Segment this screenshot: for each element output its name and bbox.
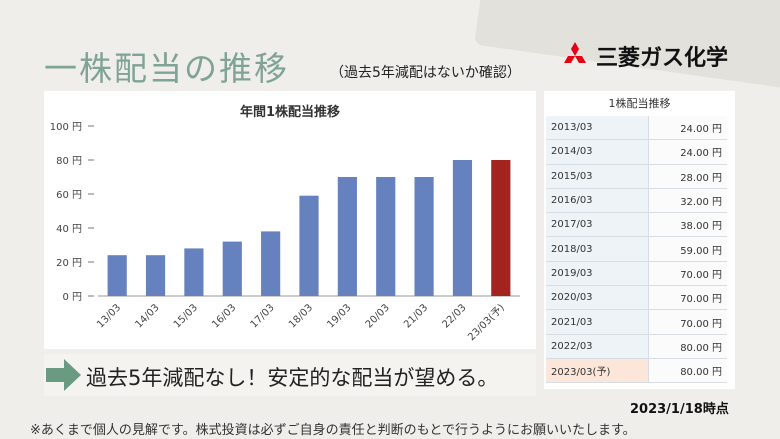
bar-9: [452, 160, 473, 296]
table-cell-value: 80.00 円: [648, 358, 727, 384]
x-tick-label: 21/03: [402, 302, 430, 330]
x-tick-label: 22/03: [440, 302, 468, 330]
right-arrow-icon: [46, 359, 81, 391]
x-tick-label: 19/03: [325, 302, 353, 330]
bar-2: [184, 248, 204, 296]
conclusion-message: 過去5年減配なし！安定的な配当が望める。: [86, 366, 499, 390]
table-cell-value: 70.00 円: [648, 285, 727, 311]
dividend-bar-chart: 年間1株配当推移 0 円 20 円 40 円 60 円 80 円 100 円 13/03 1…: [44, 91, 536, 349]
chart-title: 年間1株配当推移: [240, 104, 340, 120]
table-cell-value: 80.00 円: [648, 334, 727, 359]
y-tick-label: 80 円: [56, 156, 82, 167]
table-row: 2023/03(予) 80.00 円: [546, 358, 727, 384]
table-cell-year: 2017/03: [546, 212, 649, 238]
table-cell-value: 24.00 円: [648, 116, 727, 141]
table-row: 2022/03 80.00 円: [546, 334, 727, 359]
table-cell-year: 2022/03: [546, 334, 649, 359]
table-row: 2019/03 70.00 円: [546, 261, 727, 287]
x-tick-label: 20/03: [364, 302, 392, 330]
y-tick-label: 0 円: [62, 292, 82, 303]
x-tick-label: 18/03: [287, 302, 315, 330]
bar-0: [107, 255, 127, 296]
page-title: 一株配当の推移: [44, 49, 289, 88]
x-tick-label: 16/03: [210, 302, 238, 330]
bar-5: [299, 195, 319, 296]
table-row: 2015/03 28.00 円: [546, 164, 727, 189]
y-tick-label: 100 円: [50, 122, 82, 133]
table-cell-value: 70.00 円: [648, 261, 727, 287]
y-tick-label: 60 円: [56, 190, 82, 201]
x-tick-label: 15/03: [172, 302, 200, 330]
table-row: 2017/03 38.00 円: [546, 212, 727, 238]
table-row: 2018/03 59.00 円: [546, 236, 727, 262]
table-cell-year: 2016/03: [546, 188, 649, 214]
x-tick-label: 17/03: [249, 302, 277, 330]
y-axis-ticks: 0 円 20 円 40 円 60 円 80 円 100 円: [50, 122, 94, 303]
table-row: 2016/03 32.00 円: [546, 188, 727, 214]
table-cell-year: 2020/03: [546, 285, 649, 311]
table-cell-year: 2021/03: [546, 309, 649, 335]
date-stamp: 2023/1/18時点: [630, 402, 729, 417]
table-cell-value: 24.00 円: [648, 139, 727, 165]
table-cell-year: 2023/03(予): [546, 358, 649, 384]
bar-10: [491, 160, 511, 296]
bar-3: [222, 241, 242, 296]
y-tick-label: 40 円: [56, 224, 82, 235]
x-axis-labels: 13/03 14/03 15/03 16/03 17/03 18/03 19/03 20/03…: [95, 302, 507, 344]
bars: [107, 160, 511, 296]
table-title: 1株配当推移: [608, 97, 671, 110]
table-cell-year: 2014/03: [546, 139, 649, 165]
dividend-table: 2013/03 24.00 円 2014/03 24.00 円 2015/03 28.00…: [546, 116, 727, 384]
table-cell-year: 2013/03: [546, 116, 649, 141]
x-tick-label: 13/03: [95, 302, 123, 330]
table-cell-year: 2015/03: [546, 164, 649, 189]
bar-4: [261, 231, 281, 296]
table-cell-year: 2019/03: [546, 261, 649, 287]
y-tick-label: 20 円: [56, 258, 82, 269]
table-cell-value: 38.00 円: [648, 212, 727, 238]
table-cell-value: 70.00 円: [648, 309, 727, 335]
message-box: 過去5年減配なし！安定的な配当が望める。: [44, 354, 536, 396]
bar-6: [337, 177, 357, 296]
title-note: （過去5年減配はないか確認）: [330, 65, 521, 81]
table-row: 2013/03 24.00 円: [546, 116, 727, 141]
table-cell-value: 59.00 円: [648, 236, 727, 262]
table-cell-value: 32.00 円: [648, 188, 727, 214]
logo-text: 三菱ガス化学: [596, 46, 729, 71]
disclaimer: ※あくまで個人の見解です。株式投資は必ずご自身の責任と判断のもとで行うようにお願…: [30, 423, 636, 438]
bar-8: [414, 177, 434, 296]
bar-1: [145, 255, 166, 296]
table-row: 2020/03 70.00 円: [546, 285, 727, 311]
table-row: 2021/03 70.00 円: [546, 309, 727, 335]
table-row: 2014/03 24.00 円: [546, 139, 727, 165]
three-diamonds-icon: [564, 42, 586, 63]
bar-7: [376, 177, 396, 296]
table-cell-year: 2018/03: [546, 236, 649, 262]
x-tick-label: 14/03: [134, 302, 162, 330]
dividend-table-panel: 1株配当推移 2013/03 24.00 円 2014/03 24.00 円 2015/…: [544, 91, 735, 389]
company-logo: 三菱ガス化学: [560, 40, 728, 72]
x-tick-label: 23/03(予): [465, 302, 507, 344]
table-cell-value: 28.00 円: [648, 164, 727, 189]
